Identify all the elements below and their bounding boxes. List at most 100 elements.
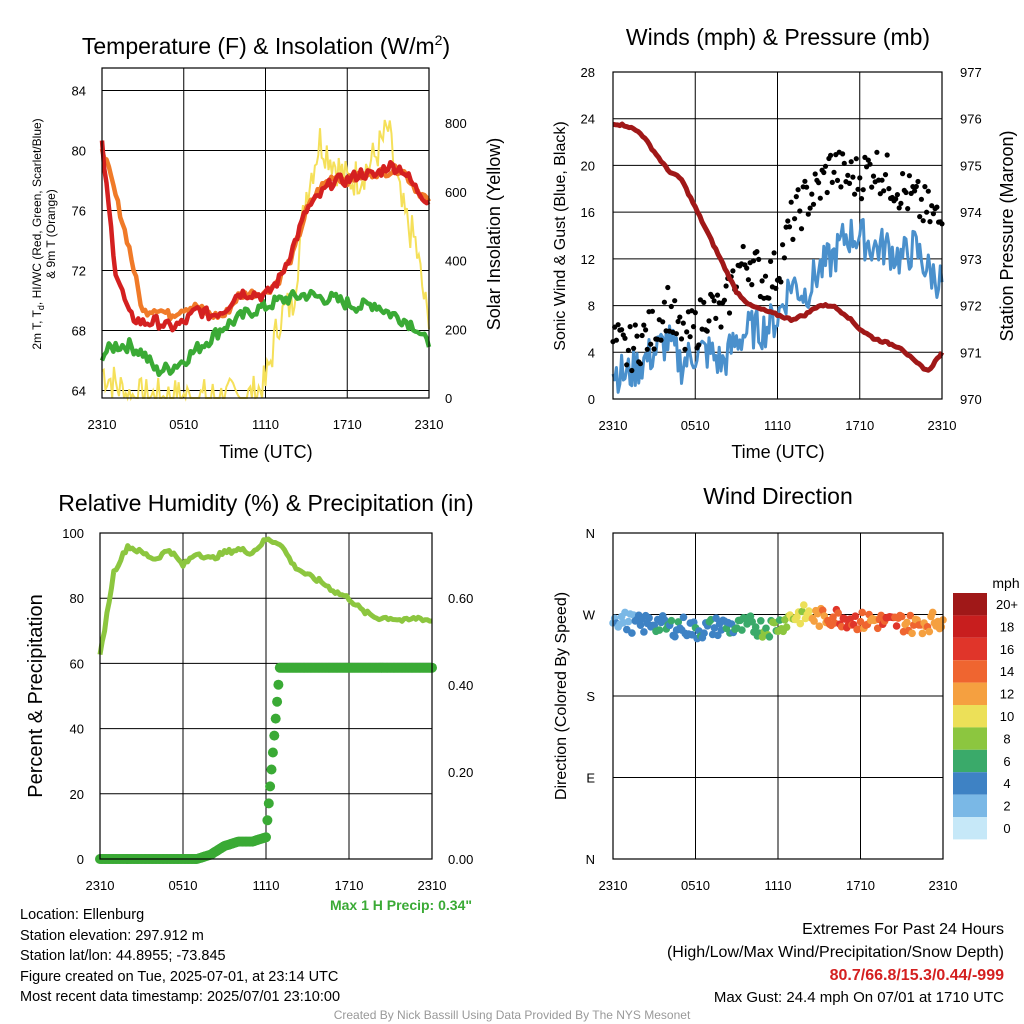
legend-label: 12 bbox=[1000, 687, 1014, 702]
rh-tick-labels: 0 20 40 60 80 100 0.00 0.20 0.40 0.60 2310 0510 1110… bbox=[62, 526, 473, 893]
left-tick-label: 72 bbox=[72, 264, 86, 279]
direction-point bbox=[805, 607, 813, 615]
direction-point bbox=[829, 613, 837, 621]
gust-point bbox=[624, 362, 630, 368]
gust-point bbox=[673, 331, 680, 337]
right-tick-label: 0 bbox=[445, 391, 452, 406]
gust-point bbox=[768, 258, 774, 264]
temp-tick-labels: 64 68 72 76 80 84 0 200 400 600 800 2310 0510 1110 171… bbox=[72, 84, 467, 433]
gust-point bbox=[915, 178, 921, 185]
x-tick-label: 2310 bbox=[929, 878, 958, 893]
gust-point bbox=[759, 278, 765, 284]
wind-x-axis-label: Time (UTC) bbox=[731, 442, 824, 462]
gust-point bbox=[613, 337, 620, 343]
extremes-values: 80.7/66.8/15.3/0.44/-999 bbox=[830, 967, 1004, 984]
direction-tick-label: S bbox=[586, 689, 595, 704]
right-tick-label: 972 bbox=[960, 299, 982, 314]
gust-point bbox=[648, 341, 654, 347]
elevation-text: Station elevation: 297.912 m bbox=[20, 927, 204, 944]
legend-swatch bbox=[953, 749, 987, 773]
gust-point bbox=[829, 179, 835, 185]
right-tick-label: 975 bbox=[960, 158, 982, 173]
legend-swatch bbox=[953, 727, 987, 750]
direction-point bbox=[928, 608, 937, 617]
precip-point bbox=[267, 747, 278, 758]
rh-title: Relative Humidity (%) & Precipitation (i… bbox=[58, 490, 473, 516]
right-tick-label: 0.00 bbox=[448, 852, 473, 867]
temp-2m-line bbox=[99, 140, 431, 333]
precip-point bbox=[261, 832, 271, 843]
direction-point bbox=[892, 622, 901, 630]
gust-point bbox=[675, 318, 681, 325]
gust-point bbox=[795, 187, 801, 193]
gust-point bbox=[687, 334, 693, 340]
direction-point bbox=[918, 629, 927, 638]
gust-point bbox=[792, 216, 798, 222]
legend-label: 8 bbox=[1003, 731, 1010, 746]
station-info-block: Location: Ellenburg Station elevation: 2… bbox=[20, 905, 340, 1008]
wind-speed-line bbox=[611, 217, 944, 394]
right-tick-label: 200 bbox=[445, 322, 467, 337]
gust-point bbox=[649, 308, 656, 314]
gust-point bbox=[661, 299, 668, 305]
direction-point bbox=[810, 617, 818, 625]
wdir-plot-frame bbox=[612, 532, 944, 860]
direction-point bbox=[655, 626, 664, 634]
direction-point bbox=[925, 627, 934, 636]
legend-swatch bbox=[953, 615, 987, 638]
gust-point bbox=[857, 175, 863, 181]
direction-point bbox=[738, 626, 746, 634]
speed-color-legend: 20+ 18 16 14 12 10 8 6 4 2 0 bbox=[953, 593, 1018, 840]
left-tick-label: 24 bbox=[581, 112, 595, 127]
gust-point bbox=[879, 177, 885, 183]
gust-point bbox=[898, 200, 904, 206]
left-tick-label: 28 bbox=[581, 65, 595, 80]
right-tick-label: 0.60 bbox=[448, 591, 473, 606]
temp-dewpoint-line bbox=[99, 288, 432, 378]
gust-point bbox=[846, 180, 853, 186]
gust-point bbox=[756, 256, 762, 262]
gust-point bbox=[852, 191, 858, 197]
gust-point bbox=[809, 191, 815, 197]
x-tick-label: 0510 bbox=[169, 878, 198, 893]
gust-point bbox=[745, 277, 752, 283]
direction-point bbox=[710, 624, 719, 632]
right-tick-label: 970 bbox=[960, 392, 982, 407]
gust-point bbox=[678, 336, 685, 342]
direction-tick-label: N bbox=[586, 852, 595, 867]
gust-point bbox=[740, 243, 746, 250]
direction-point bbox=[667, 616, 676, 625]
gust-point bbox=[838, 184, 844, 190]
rh-left-axis-label: Percent & Precipitation bbox=[25, 594, 47, 797]
temp-plot-frame bbox=[101, 67, 430, 399]
wdir-title: Wind Direction bbox=[703, 483, 853, 509]
left-tick-label: 0 bbox=[588, 392, 595, 407]
direction-point bbox=[818, 606, 827, 615]
gust-point bbox=[690, 324, 697, 330]
left-tick-label: 20 bbox=[70, 787, 84, 802]
temperature-panel: 64 68 72 76 80 84 0 200 400 600 800 2310 0510 1110 171… bbox=[30, 32, 504, 462]
precip-point bbox=[265, 781, 276, 792]
gust-point bbox=[900, 171, 906, 177]
precip-point bbox=[266, 764, 277, 775]
gust-point bbox=[786, 224, 793, 230]
recent-text: Most recent data timestamp: 2025/07/01 2… bbox=[20, 989, 341, 1005]
legend-label: 4 bbox=[1003, 776, 1010, 791]
gust-point bbox=[680, 320, 686, 326]
gust-point bbox=[668, 303, 674, 310]
direction-point bbox=[650, 621, 659, 630]
gust-point bbox=[721, 297, 728, 303]
wind-plot-frame bbox=[612, 71, 943, 400]
direction-point bbox=[700, 629, 708, 637]
precip-point bbox=[270, 713, 281, 724]
gust-point bbox=[924, 209, 930, 215]
gust-point bbox=[903, 189, 909, 196]
gust-point bbox=[822, 163, 829, 169]
gust-point bbox=[906, 173, 913, 179]
direction-point bbox=[765, 633, 774, 641]
gust-point bbox=[766, 295, 772, 301]
gust-point bbox=[841, 160, 847, 166]
